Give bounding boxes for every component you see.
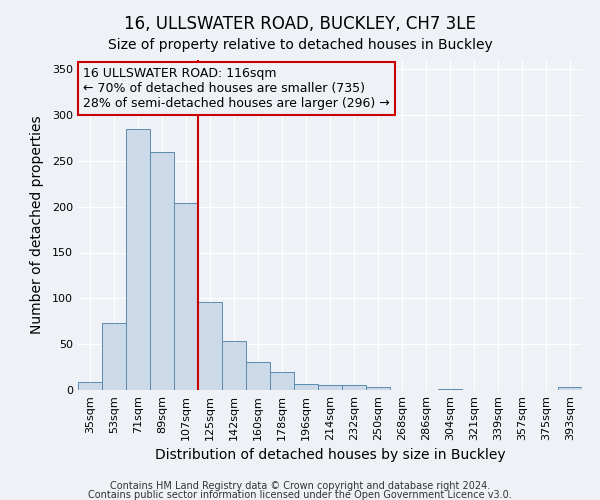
Bar [294, 384, 318, 390]
Text: 16 ULLSWATER ROAD: 116sqm
← 70% of detached houses are smaller (735)
28% of semi: 16 ULLSWATER ROAD: 116sqm ← 70% of detac… [83, 66, 390, 110]
X-axis label: Distribution of detached houses by size in Buckley: Distribution of detached houses by size … [155, 448, 505, 462]
Bar [318, 386, 342, 390]
Bar [150, 152, 174, 390]
Bar [102, 323, 126, 390]
Bar [222, 340, 246, 390]
Y-axis label: Number of detached properties: Number of detached properties [29, 116, 44, 334]
Bar [558, 387, 582, 390]
Text: 16, ULLSWATER ROAD, BUCKLEY, CH7 3LE: 16, ULLSWATER ROAD, BUCKLEY, CH7 3LE [124, 15, 476, 33]
Bar [174, 203, 198, 390]
Bar [270, 372, 294, 390]
Text: Contains HM Land Registry data © Crown copyright and database right 2024.: Contains HM Land Registry data © Crown c… [110, 481, 490, 491]
Bar [78, 382, 102, 390]
Text: Size of property relative to detached houses in Buckley: Size of property relative to detached ho… [107, 38, 493, 52]
Bar [438, 389, 462, 390]
Bar [342, 386, 366, 390]
Bar [246, 362, 270, 390]
Bar [198, 302, 222, 390]
Text: Contains public sector information licensed under the Open Government Licence v3: Contains public sector information licen… [88, 490, 512, 500]
Bar [126, 128, 150, 390]
Bar [366, 387, 390, 390]
